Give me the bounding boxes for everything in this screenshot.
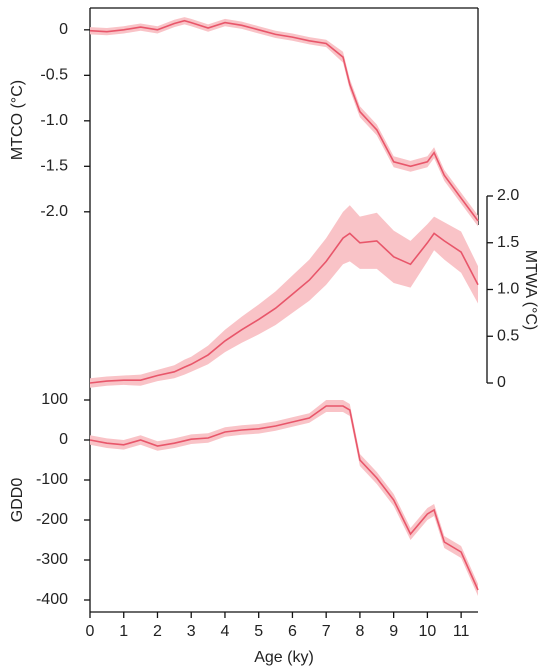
y-axis-label: MTCO (°C): [9, 80, 26, 160]
x-tick-label: 5: [254, 623, 263, 640]
y-tick-label: -1.5: [40, 158, 68, 175]
uncertainty-band: [90, 400, 478, 596]
line: [89, 19, 479, 222]
y-tick-label: 100: [41, 391, 68, 408]
y-tick-label: 0.5: [497, 327, 519, 344]
y-tick-label: 0: [59, 21, 68, 38]
y-tick-label: -2.0: [40, 203, 68, 220]
x-tick-label: 9: [389, 623, 398, 640]
x-axis-label: Age (ky): [254, 649, 314, 666]
x-tick-label: 1: [119, 623, 128, 640]
y-tick-label: 0: [497, 374, 506, 391]
y-tick-label: -200: [36, 511, 68, 528]
line: [89, 405, 479, 591]
x-tick-label: 2: [153, 623, 162, 640]
x-tick-label: 10: [418, 623, 436, 640]
y-axis-label: GDD0: [9, 478, 26, 523]
y-tick-label: -400: [36, 591, 68, 608]
uncertainty-band: [90, 17, 478, 227]
x-tick-label: 6: [288, 623, 297, 640]
x-tick-label: 7: [322, 623, 331, 640]
y-axis-label: MTWA (°C): [522, 250, 539, 330]
y-tick-label: 1.0: [497, 281, 519, 298]
x-tick-label: 3: [187, 623, 196, 640]
line: [89, 232, 479, 384]
x-tick-label: 8: [355, 623, 364, 640]
x-tick-label: 11: [453, 623, 470, 640]
y-tick-label: -300: [36, 551, 68, 568]
y-tick-label: -100: [36, 471, 68, 488]
y-tick-label: -0.5: [40, 67, 68, 84]
uncertainty-band: [90, 205, 478, 388]
x-tick-label: 0: [86, 623, 95, 640]
y-tick-label: 1.5: [497, 234, 519, 251]
y-tick-label: -1.0: [40, 112, 68, 129]
x-tick-label: 4: [221, 623, 230, 640]
y-tick-label: 0: [59, 431, 68, 448]
y-tick-label: 2.0: [497, 187, 519, 204]
